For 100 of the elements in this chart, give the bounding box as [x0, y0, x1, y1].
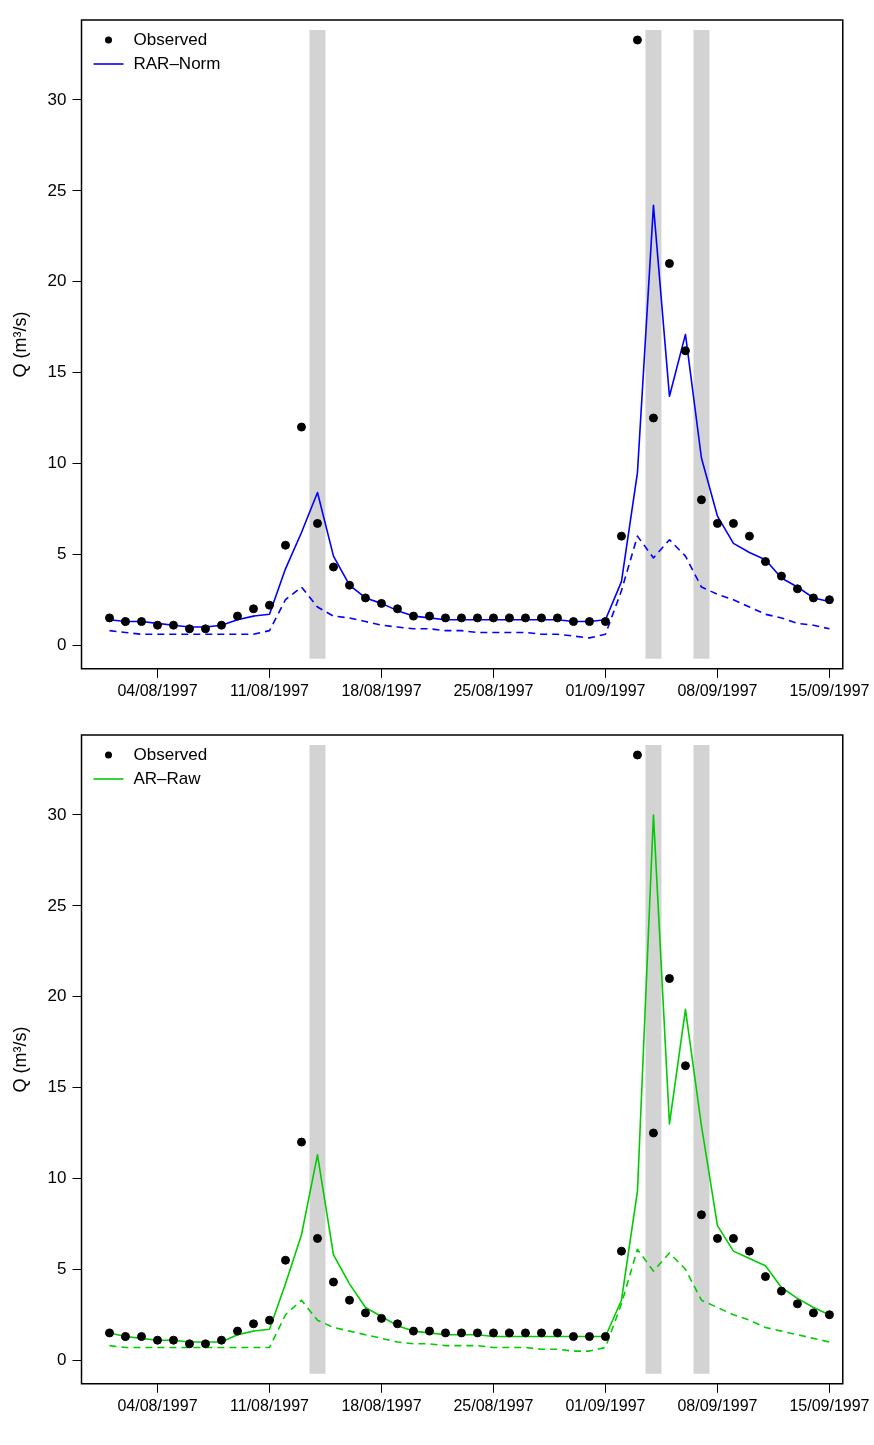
point [121, 1332, 131, 1342]
point [169, 1335, 178, 1345]
y-tick-label: 20 [47, 271, 67, 291]
x-tick-label: 15/09/1997 [789, 1396, 870, 1414]
point [504, 613, 514, 623]
point [153, 1335, 162, 1345]
point [504, 1328, 514, 1338]
y-axis-title: Q (m³/s) [9, 311, 30, 378]
point [488, 613, 498, 623]
point [248, 604, 258, 614]
x-tick-label: 25/08/1997 [453, 681, 534, 699]
point [712, 1233, 722, 1243]
x-tick-label: 08/09/1997 [677, 1396, 758, 1414]
point [792, 584, 802, 594]
point [792, 1299, 802, 1309]
point [153, 620, 162, 630]
point [376, 598, 386, 608]
legend-label: AR–Raw [133, 768, 202, 788]
x-tick-label: 11/08/1997 [230, 1396, 310, 1414]
point [408, 1326, 418, 1336]
point [472, 1328, 482, 1338]
point [744, 531, 754, 541]
point [280, 540, 290, 550]
point [185, 624, 194, 634]
point [696, 1210, 706, 1220]
point [105, 613, 115, 623]
point [760, 557, 770, 567]
y-tick-label: 30 [47, 804, 67, 824]
x-tick-label: 01/09/1997 [565, 681, 646, 699]
point [280, 1255, 290, 1265]
point [105, 1328, 115, 1338]
point [232, 1326, 242, 1336]
point [632, 35, 642, 45]
x-tick-label: 25/08/1997 [453, 1396, 534, 1414]
point [648, 1128, 658, 1138]
point [137, 1332, 146, 1342]
point [376, 1313, 386, 1323]
point [137, 617, 146, 627]
x-tick-label: 01/09/1997 [565, 1396, 646, 1414]
point [536, 1328, 546, 1338]
legend-label: Observed [133, 29, 208, 49]
point [201, 1339, 210, 1349]
point [264, 1315, 274, 1325]
y-tick-label: 10 [47, 1168, 67, 1188]
point [680, 346, 690, 356]
y-tick-label: 15 [47, 362, 67, 382]
point [296, 422, 306, 432]
point [185, 1339, 194, 1349]
point [392, 1319, 402, 1329]
point [728, 1233, 738, 1243]
point [696, 495, 706, 505]
point [296, 1137, 306, 1147]
point [616, 531, 626, 541]
point [728, 518, 738, 528]
point [824, 595, 834, 605]
point [600, 1332, 610, 1342]
x-tick-label: 15/09/1997 [789, 681, 870, 699]
point [169, 620, 178, 630]
point [600, 617, 610, 627]
point [264, 600, 274, 610]
point [360, 593, 370, 603]
point [664, 974, 674, 984]
y-tick-label: 30 [47, 89, 67, 109]
y-tick-label: 0 [57, 1349, 67, 1369]
point [440, 613, 450, 623]
point [776, 1286, 786, 1296]
point [680, 1061, 690, 1071]
point [456, 1328, 466, 1338]
point [424, 611, 434, 621]
point [584, 617, 594, 627]
y-tick-label: 5 [57, 543, 67, 563]
point [472, 613, 482, 623]
point [408, 611, 418, 621]
point [616, 1246, 626, 1256]
y-tick-label: 0 [57, 634, 67, 654]
point [808, 593, 818, 603]
y-tick-label: 5 [57, 1258, 67, 1278]
point [808, 1308, 818, 1318]
point [568, 1332, 578, 1342]
point [520, 613, 530, 623]
legend-label: RAR–Norm [133, 53, 221, 73]
x-tick-label: 11/08/1997 [230, 681, 310, 699]
point [232, 611, 242, 621]
y-axis-title: Q (m³/s) [9, 1026, 30, 1093]
y-tick-label: 10 [47, 453, 67, 473]
point [520, 1328, 530, 1338]
point [584, 1332, 594, 1342]
point [824, 1310, 834, 1320]
point [121, 617, 131, 627]
point [456, 613, 466, 623]
y-tick-label: 20 [47, 986, 67, 1006]
point [712, 518, 722, 528]
point [392, 604, 402, 614]
point [328, 562, 338, 572]
point [248, 1319, 258, 1329]
point [632, 750, 642, 760]
y-tick-label: 25 [47, 180, 67, 200]
point [664, 259, 674, 269]
x-tick-label: 04/08/1997 [117, 681, 198, 699]
point [552, 613, 562, 623]
